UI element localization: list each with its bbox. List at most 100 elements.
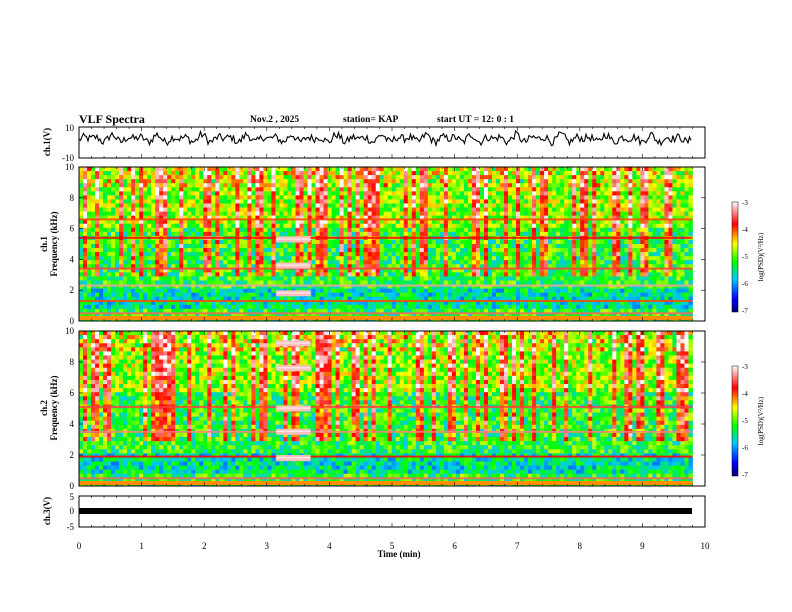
- spec-cell: [351, 219, 357, 225]
- spec-cell: [87, 292, 92, 298]
- spec-cell: [131, 231, 136, 237]
- spec-cell: [147, 207, 152, 212]
- spec-cell: [335, 227, 341, 233]
- spec-cell: [564, 171, 569, 176]
- spec-cell: [335, 268, 341, 273]
- spec-cell: [223, 211, 228, 217]
- spec-cell: [187, 203, 192, 208]
- spec-cell: [139, 300, 144, 306]
- spec-cell: [379, 288, 385, 294]
- spec-cell: [451, 195, 457, 200]
- spec-cell: [103, 167, 108, 172]
- spec-cell: [351, 207, 357, 212]
- spec-cell: [399, 284, 405, 289]
- spec-cell: [504, 256, 509, 261]
- spec-cell: [516, 195, 521, 200]
- spec-cell: [363, 276, 369, 281]
- spec-cell: [151, 215, 156, 221]
- spec-cell: [536, 276, 541, 281]
- spec-cell: [427, 276, 433, 281]
- spec-cell: [552, 276, 557, 281]
- spec-cell: [391, 219, 397, 225]
- spec-cell: [516, 256, 521, 261]
- spec-cell: [407, 304, 413, 310]
- spec-cell: [279, 179, 284, 184]
- spec-cell: [467, 239, 473, 245]
- spec-cell: [516, 268, 521, 273]
- spec-cell: [467, 272, 473, 277]
- spec-cell: [403, 268, 409, 273]
- spec-cell: [572, 260, 577, 265]
- spec-cell: [556, 268, 561, 273]
- spec-cell: [439, 207, 445, 212]
- spec-cell: [187, 179, 192, 184]
- spec-cell: [279, 167, 284, 172]
- spec-cell: [195, 219, 200, 225]
- spec-cell: [135, 312, 140, 318]
- spec-cell: [375, 223, 381, 229]
- spec-cell: [247, 195, 252, 200]
- spec-cell: [492, 248, 497, 253]
- spec-cell: [227, 199, 232, 204]
- spec-cell: [355, 231, 361, 237]
- spec-cell: [391, 244, 397, 249]
- spec-cell: [443, 260, 449, 265]
- spec-cell: [536, 195, 541, 200]
- spec-cell: [163, 195, 168, 200]
- spec-cell: [540, 244, 545, 249]
- spec-cell: [143, 207, 148, 212]
- spec-cell: [183, 300, 188, 306]
- spec-cell: [83, 248, 88, 253]
- spec-cell: [107, 179, 112, 184]
- spec-cell: [215, 260, 220, 265]
- spec-cell: [471, 219, 477, 225]
- spec-cell: [471, 280, 477, 285]
- spec-cell: [331, 276, 337, 281]
- spec-cell: [259, 175, 264, 180]
- spec-cell: [580, 308, 585, 314]
- spec-cell: [399, 312, 405, 318]
- spec-cell: [155, 195, 160, 200]
- spec-cell: [331, 296, 337, 302]
- spec-cell: [287, 296, 292, 302]
- spec-cell: [183, 256, 188, 261]
- spec-cell: [584, 288, 589, 294]
- spec-cell: [119, 223, 124, 229]
- spec-cell: [560, 195, 565, 200]
- spec-cell: [375, 219, 381, 225]
- spec-cell: [267, 171, 272, 176]
- spec-cell: [524, 211, 529, 217]
- spec-cell: [335, 304, 341, 310]
- spec-cell: [211, 252, 216, 257]
- spec-cell: [459, 239, 465, 245]
- spec-cell: [195, 264, 200, 269]
- spec-cell: [367, 284, 373, 289]
- spec-cell: [548, 219, 553, 225]
- spec-cell: [99, 296, 104, 302]
- spec-cell: [548, 207, 553, 212]
- spec-cell: [107, 280, 112, 285]
- spec-cell: [87, 264, 92, 269]
- spec-cell: [403, 244, 409, 249]
- spec-cell: [544, 288, 549, 294]
- spec-cell: [151, 276, 156, 281]
- spec-cell: [483, 284, 489, 289]
- spec-cell: [379, 179, 385, 184]
- spec-cell: [331, 191, 337, 196]
- spec-cell: [467, 276, 473, 281]
- spec-cell: [227, 191, 232, 196]
- spec-cell: [487, 248, 493, 253]
- spec-cell: [287, 260, 292, 265]
- spec-cell: [455, 211, 461, 217]
- spec-cell: [147, 296, 152, 302]
- spec-cell: [87, 215, 92, 221]
- spec-cell: [139, 312, 144, 318]
- spec-cell: [572, 183, 577, 188]
- spec-cell: [327, 231, 333, 237]
- spec-cell: [183, 312, 188, 318]
- spec-cell: [544, 304, 549, 310]
- spec-cell: [227, 171, 232, 176]
- spec-cell: [395, 304, 401, 310]
- spec-cell: [536, 284, 541, 289]
- spec-cell: [275, 171, 280, 176]
